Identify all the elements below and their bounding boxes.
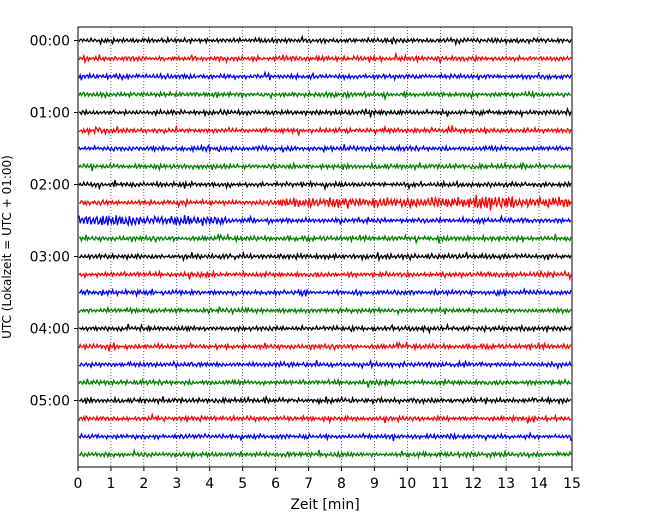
trace-line	[78, 412, 572, 425]
y-axis-ticks: 00:00 01:00 02:00 03:00 04:00 05:00	[30, 34, 78, 410]
trace-line	[78, 213, 572, 228]
y-tick-label: 02:00	[30, 178, 70, 194]
x-tick-label: 12	[464, 476, 482, 492]
vertical-grid	[110, 27, 540, 467]
trace-line	[78, 269, 572, 282]
y-tick-label: 03:00	[30, 250, 70, 266]
x-tick-label: 4	[205, 476, 214, 492]
trace-line	[78, 143, 572, 154]
trace-line	[78, 305, 572, 317]
x-tick-label: 13	[497, 476, 515, 492]
seismic-traces	[78, 34, 572, 460]
trace-line	[78, 160, 572, 172]
trace-line	[78, 394, 572, 406]
x-tick-label: 6	[271, 476, 280, 492]
y-tick-label: 00:00	[30, 34, 70, 50]
trace-line	[78, 179, 572, 192]
trace-line	[78, 194, 572, 211]
x-tick-label: 8	[337, 476, 346, 492]
trace-line	[78, 106, 572, 119]
trace-line	[78, 250, 572, 263]
x-tick-label: 14	[530, 476, 548, 492]
x-tick-label: 10	[398, 476, 416, 492]
trace-line	[78, 340, 572, 352]
trace-line	[78, 377, 572, 388]
x-tick-label: 5	[238, 476, 247, 492]
y-tick-label: 01:00	[30, 106, 70, 122]
plot-frame	[77, 26, 573, 468]
trace-line	[78, 358, 572, 371]
trace-line	[78, 322, 572, 335]
trace-line	[78, 51, 572, 65]
x-axis-label: Zeit [min]	[290, 497, 359, 513]
trace-line	[78, 34, 572, 47]
trace-line	[78, 448, 572, 460]
y-tick-label: 04:00	[30, 322, 70, 338]
x-tick-label: 0	[74, 476, 83, 492]
trace-line	[78, 430, 572, 442]
x-tick-label: 11	[431, 476, 449, 492]
x-tick-label: 3	[172, 476, 181, 492]
trace-line	[78, 70, 572, 82]
x-axis-ticks: 0 1 2 3 4 5 6 7 8 9 10 11 12 13 14 15	[74, 467, 581, 492]
x-tick-label: 2	[139, 476, 148, 492]
x-tick-label: 9	[370, 476, 379, 492]
trace-line	[78, 89, 572, 102]
y-tick-label: 05:00	[30, 394, 70, 410]
x-tick-label: 1	[106, 476, 115, 492]
x-tick-label: 15	[563, 476, 581, 492]
trace-line	[78, 286, 572, 299]
y-axis-label: UTC (Lokalzeit = UTC + 01:00)	[0, 155, 14, 339]
trace-line	[78, 124, 572, 137]
x-tick-label: 7	[304, 476, 313, 492]
trace-line	[78, 232, 572, 245]
